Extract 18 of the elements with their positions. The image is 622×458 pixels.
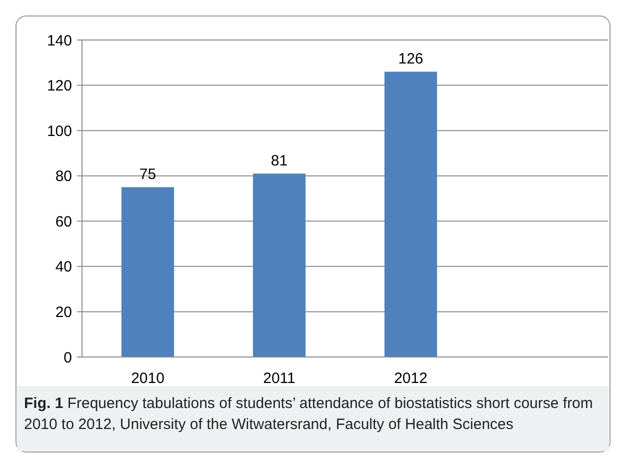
bar — [121, 187, 174, 357]
y-tick-label: 80 — [55, 168, 72, 186]
y-tick-label: 120 — [46, 78, 72, 95]
data-label: 81 — [270, 152, 288, 170]
data-label: 75 — [139, 166, 156, 184]
x-tick-label: 2010 — [131, 370, 164, 387]
y-tick-label: 0 — [64, 349, 72, 366]
y-tick-label: 60 — [55, 213, 72, 230]
y-tick-label: 100 — [46, 122, 72, 140]
y-tick-label: 140 — [46, 32, 72, 50]
bar — [384, 72, 438, 357]
caption: Fig. 1 Frequency tabulations of students’ attendance of biostatistics short course from 2010 to 2012, University of the Witwatersrand, Faculty of Health Sciences — [24, 395, 593, 433]
bar — [252, 174, 306, 357]
y-tick-label: 40 — [55, 258, 72, 276]
x-tick-label: 2011 — [263, 370, 296, 387]
data-label: 126 — [398, 50, 424, 68]
y-tick-label: 20 — [55, 304, 72, 321]
x-tick-label: 2012 — [394, 370, 428, 387]
